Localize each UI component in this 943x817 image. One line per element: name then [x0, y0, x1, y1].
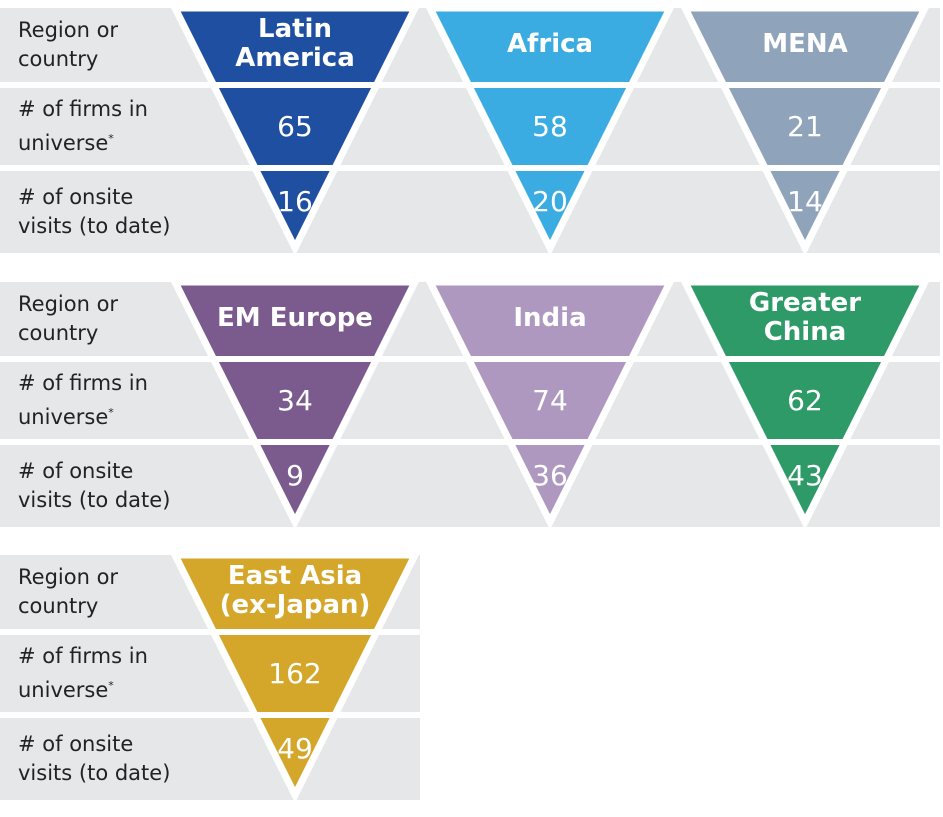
- row-label: Region or country: [0, 8, 180, 82]
- row-gap: [0, 629, 943, 635]
- firms-value: 21: [787, 110, 823, 143]
- firms-value: 34: [277, 384, 313, 417]
- funnel-triangle: [679, 4, 931, 256]
- label-visits: # of onsite visits (to date): [18, 732, 171, 785]
- label-firms: # of firms in universe: [18, 644, 148, 702]
- row-gap: [0, 439, 943, 445]
- firms-count: 74: [490, 362, 610, 439]
- label-note: *: [108, 406, 114, 419]
- row-label: # of onsite visits (to date): [0, 171, 180, 253]
- visits-value: 14: [787, 184, 823, 218]
- region-name: India: [465, 282, 635, 354]
- label-visits: # of onsite visits (to date): [18, 459, 171, 512]
- region-name-text: Greater China: [748, 288, 862, 347]
- firms-value: 74: [532, 384, 568, 417]
- visits-count: 16: [255, 171, 335, 231]
- label-firms-wrap: # of firms in universe*: [18, 642, 180, 705]
- row-label: # of onsite visits (to date): [0, 718, 180, 800]
- row-band: [0, 718, 420, 800]
- visits-value: 20: [532, 184, 568, 218]
- firms-count: 21: [745, 88, 865, 165]
- visits-value: 36: [532, 458, 568, 492]
- visits-count: 36: [510, 445, 590, 505]
- visits-count: 9: [255, 445, 335, 505]
- region-name: Greater China: [720, 282, 890, 354]
- firms-value: 62: [787, 384, 823, 417]
- visits-value: 49: [277, 731, 313, 765]
- row-label: # of firms in universe*: [0, 362, 180, 439]
- label-region: Region or country: [18, 18, 119, 71]
- row-gap: [0, 712, 943, 718]
- funnel-triangle: [169, 551, 421, 803]
- visits-count: 14: [765, 171, 845, 231]
- region-name: MENA: [720, 8, 890, 80]
- region-name: EM Europe: [210, 282, 380, 354]
- firms-count: 65: [235, 88, 355, 165]
- row-label: Region or country: [0, 282, 180, 356]
- firms-count: 162: [235, 635, 355, 712]
- label-firms-wrap: # of firms in universe*: [18, 369, 180, 432]
- funnel-triangle: [169, 278, 421, 530]
- region-name-text: MENA: [762, 28, 848, 59]
- label-region: Region or country: [18, 565, 119, 618]
- firms-count: 62: [745, 362, 865, 439]
- visits-count: 43: [765, 445, 845, 505]
- label-note: *: [108, 132, 114, 145]
- region-name-text: Latin America: [235, 14, 355, 73]
- firms-count: 34: [235, 362, 355, 439]
- visits-count: 49: [255, 718, 335, 778]
- region-name: East Asia (ex-Japan): [210, 555, 380, 627]
- row-label: Region or country: [0, 555, 180, 629]
- visits-count: 20: [510, 171, 590, 231]
- region-name: Africa: [465, 8, 635, 80]
- firms-count: 58: [490, 88, 610, 165]
- firms-value: 58: [532, 110, 568, 143]
- funnel-triangle: [424, 4, 676, 256]
- label-firms: # of firms in universe: [18, 371, 148, 429]
- visits-value: 43: [787, 458, 823, 492]
- region-name-text: EM Europe: [217, 302, 373, 333]
- row-label: # of firms in universe*: [0, 635, 180, 712]
- row-gap: [0, 356, 943, 362]
- funnel-triangle: [169, 4, 421, 256]
- row-gap: [0, 82, 943, 88]
- region-name-text: India: [513, 302, 587, 333]
- visits-value: 9: [286, 458, 304, 492]
- label-note: *: [108, 679, 114, 692]
- funnel-triangle: [679, 278, 931, 530]
- row-label: # of onsite visits (to date): [0, 445, 180, 527]
- region-name-text: Africa: [506, 28, 594, 59]
- region-name-text: East Asia (ex-Japan): [219, 561, 371, 620]
- firms-value: 162: [268, 657, 322, 690]
- visits-value: 16: [277, 184, 313, 218]
- label-firms-wrap: # of firms in universe*: [18, 95, 180, 158]
- row-label: # of firms in universe*: [0, 88, 180, 165]
- label-region: Region or country: [18, 292, 119, 345]
- label-visits: # of onsite visits (to date): [18, 185, 171, 238]
- funnel-triangle: [424, 278, 676, 530]
- row-gap: [0, 165, 943, 171]
- firms-value: 65: [277, 110, 313, 143]
- label-firms: # of firms in universe: [18, 97, 148, 155]
- region-name: Latin America: [210, 8, 380, 80]
